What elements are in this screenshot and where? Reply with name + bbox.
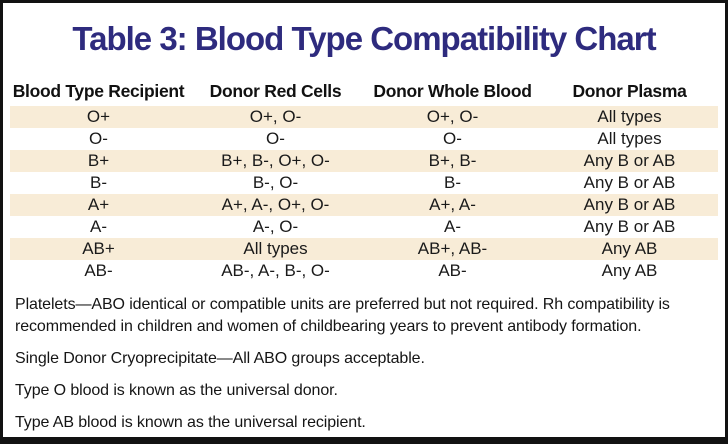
blood-compatibility-table: Blood Type Recipient Donor Red Cells Don… — [10, 81, 718, 282]
cell-recipient: AB+ — [82, 239, 115, 258]
table-row-b-neg: B- B-, O- B- Any B or AB — [10, 172, 718, 194]
table-row-ab-neg: AB- AB-, A-, B-, O- AB- Any AB — [10, 260, 718, 282]
table-row-b-pos: B+ B+, B-, O+, O- B+, B- Any B or AB — [10, 150, 718, 172]
column-header-plasma: Donor Plasma — [572, 81, 687, 101]
column-header-recipient: Blood Type Recipient — [12, 81, 185, 101]
table-row-a-neg: A- A-, O- A- Any B or AB — [10, 216, 718, 238]
cell-recipient: O- — [89, 129, 108, 148]
cell-red-cells: All types — [243, 239, 308, 258]
cell-recipient: A+ — [87, 195, 110, 214]
cell-red-cells: A+, A-, O+, O- — [221, 195, 330, 214]
column-header-red-cells: Donor Red Cells — [209, 81, 342, 101]
cell-red-cells: A-, O- — [252, 217, 299, 236]
cell-recipient: AB- — [84, 261, 113, 280]
cell-whole-blood: B+, B- — [428, 151, 477, 170]
cell-red-cells: B-, O- — [252, 173, 299, 192]
cell-red-cells: AB-, A-, B-, O- — [221, 261, 330, 280]
table-row-ab-pos: AB+ All types AB+, AB- Any AB — [10, 238, 718, 260]
cell-plasma: All types — [597, 107, 662, 126]
note-platelets: Platelets—ABO identical or compatible un… — [15, 296, 670, 335]
cell-whole-blood: O+, O- — [426, 107, 479, 126]
cell-red-cells: O+, O- — [249, 107, 302, 126]
cell-whole-blood: AB+, AB- — [417, 239, 488, 258]
cell-recipient: O+ — [86, 107, 111, 126]
cell-plasma: Any B or AB — [583, 195, 676, 214]
cell-whole-blood: A- — [444, 217, 461, 236]
table-row-o-pos: O+ O+, O- O+, O- All types — [10, 106, 718, 128]
cell-whole-blood: A+, A- — [429, 195, 476, 214]
cell-whole-blood: AB- — [438, 261, 467, 280]
cell-plasma: Any B or AB — [583, 173, 676, 192]
cell-plasma: Any AB — [601, 261, 658, 280]
cell-plasma: Any AB — [601, 239, 658, 258]
table-row-o-neg: O- O- O- All types — [10, 128, 718, 150]
cell-recipient: B+ — [87, 151, 110, 170]
cell-plasma: Any B or AB — [583, 151, 676, 170]
note-universal-donor: Type O blood is known as the universal d… — [15, 382, 338, 399]
cell-whole-blood: B- — [444, 173, 461, 192]
page-title: Table 3: Blood Type Compatibility Chart — [72, 20, 656, 57]
column-header-whole-blood: Donor Whole Blood — [373, 81, 532, 101]
cell-whole-blood: O- — [443, 129, 462, 148]
cell-red-cells: B+, B-, O+, O- — [221, 151, 330, 170]
cell-plasma: Any B or AB — [583, 217, 676, 236]
cell-recipient: A- — [90, 217, 107, 236]
note-cryoprecipitate: Single Donor Cryoprecipitate—All ABO gro… — [15, 350, 425, 367]
table-header-row: Blood Type Recipient Donor Red Cells Don… — [10, 81, 718, 106]
note-universal-recipient: Type AB blood is known as the universal … — [15, 414, 366, 431]
cell-recipient: B- — [90, 173, 107, 192]
cell-red-cells: O- — [266, 129, 285, 148]
footnotes: Platelets—ABO identical or compatible un… — [15, 294, 713, 434]
table-row-a-pos: A+ A+, A-, O+, O- A+, A- Any B or AB — [10, 194, 718, 216]
cell-plasma: All types — [597, 129, 662, 148]
